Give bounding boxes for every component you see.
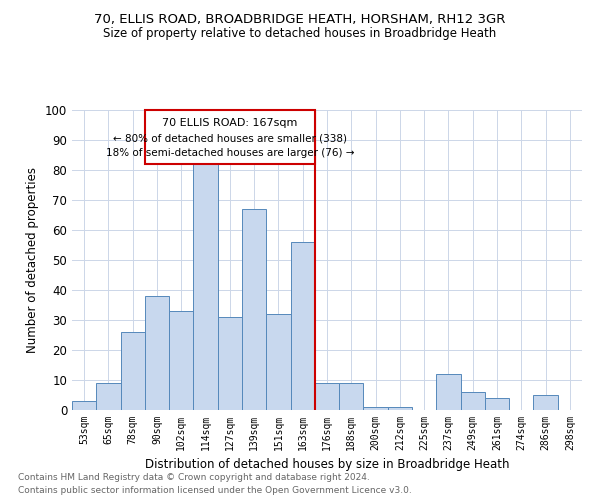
Text: ← 80% of detached houses are smaller (338): ← 80% of detached houses are smaller (33… [113,134,347,143]
Text: 70, ELLIS ROAD, BROADBRIDGE HEATH, HORSHAM, RH12 3GR: 70, ELLIS ROAD, BROADBRIDGE HEATH, HORSH… [94,12,506,26]
Bar [339,383,364,410]
Bar [436,374,461,410]
Bar [72,401,96,410]
Text: Contains HM Land Registry data © Crown copyright and database right 2024.: Contains HM Land Registry data © Crown c… [18,474,370,482]
Text: 18% of semi-detached houses are larger (76) →: 18% of semi-detached houses are larger (… [106,148,354,158]
Bar [145,296,169,410]
Bar [193,164,218,410]
Bar [169,311,193,410]
Bar [121,332,145,410]
Bar [145,110,315,164]
Bar [290,242,315,410]
X-axis label: Distribution of detached houses by size in Broadbridge Heath: Distribution of detached houses by size … [145,458,509,471]
Bar [364,407,388,410]
Bar [242,209,266,410]
Bar [485,398,509,410]
Bar [218,317,242,410]
Text: Contains public sector information licensed under the Open Government Licence v3: Contains public sector information licen… [18,486,412,495]
Bar [96,383,121,410]
Y-axis label: Number of detached properties: Number of detached properties [26,167,40,353]
Bar [533,395,558,410]
Text: 70 ELLIS ROAD: 167sqm: 70 ELLIS ROAD: 167sqm [162,118,298,128]
Bar [461,392,485,410]
Text: Size of property relative to detached houses in Broadbridge Heath: Size of property relative to detached ho… [103,28,497,40]
Bar [388,407,412,410]
Bar [266,314,290,410]
Bar [315,383,339,410]
